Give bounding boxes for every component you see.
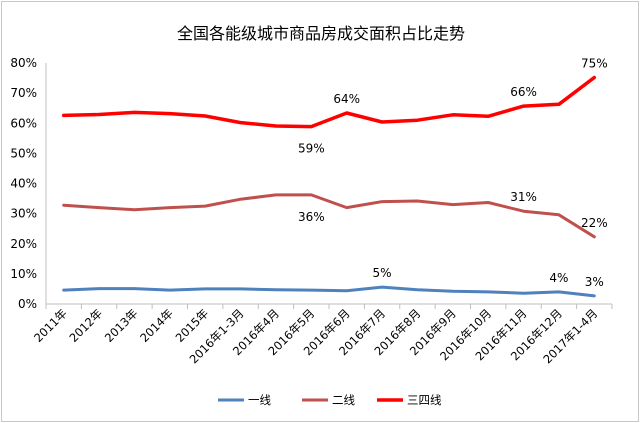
data-label: 36% [298, 210, 325, 224]
legend-label: 一线 [248, 393, 271, 407]
y-tick-label: 20% [10, 237, 37, 251]
series-line-2 [62, 193, 596, 239]
legend-label: 二线 [332, 393, 355, 407]
chart-title: 全国各能级城市商品房成交面积占比走势 [176, 24, 465, 43]
y-tick-label: 50% [10, 146, 37, 160]
series-line-3 [61, 75, 597, 129]
data-label: 22% [581, 216, 608, 230]
data-label: 64% [333, 92, 360, 106]
x-tick-label: 2011年 [31, 306, 70, 345]
x-tick-label: 2014年 [137, 306, 176, 345]
y-tick-label: 0% [18, 297, 37, 311]
legend-label: 三四线 [407, 393, 442, 407]
data-label: 66% [510, 85, 537, 99]
x-tick-label: 2013年 [102, 306, 141, 345]
y-tick-label: 80% [10, 56, 37, 70]
y-tick-label: 10% [10, 267, 37, 281]
data-label: 75% [581, 56, 608, 70]
y-tick-label: 60% [10, 116, 37, 130]
y-tick-label: 30% [10, 207, 37, 221]
x-tick-label: 2012年 [66, 306, 105, 345]
data-label: 59% [298, 142, 325, 156]
data-label: 3% [585, 275, 604, 289]
series-line-1 [62, 285, 596, 298]
data-label: 5% [373, 266, 392, 280]
data-label: 4% [549, 271, 568, 285]
data-label: 31% [510, 190, 537, 204]
y-tick-label: 40% [10, 177, 37, 191]
y-tick-label: 70% [10, 86, 37, 100]
